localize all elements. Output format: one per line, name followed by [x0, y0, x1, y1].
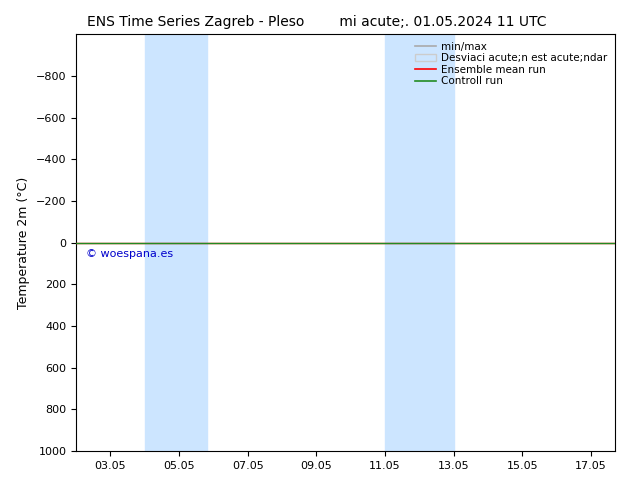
Bar [385, 34, 454, 451]
Text: ENS Time Series Zagreb - Pleso        mi acute;. 01.05.2024 11 UTC: ENS Time Series Zagreb - Pleso mi acute;… [87, 15, 547, 29]
Bar [145, 34, 207, 451]
Y-axis label: Temperature 2m (°C): Temperature 2m (°C) [17, 176, 30, 309]
Legend: min/max, Desviaci acute;n est acute;ndar, Ensemble mean run, Controll run: min/max, Desviaci acute;n est acute;ndar… [413, 40, 610, 88]
Text: © woespana.es: © woespana.es [86, 249, 174, 259]
